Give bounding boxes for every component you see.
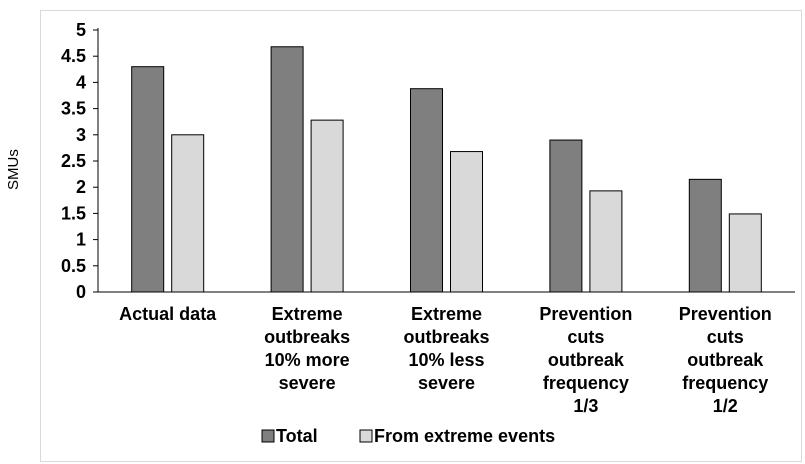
legend-swatch <box>261 429 275 443</box>
x-category-label-line: outbreaks <box>403 327 489 347</box>
x-category-label-line: severe <box>418 373 475 393</box>
x-category-label-line: Extreme <box>411 304 482 324</box>
y-tick-label: 3.5 <box>61 99 86 119</box>
bar-total <box>131 66 165 293</box>
y-tick-label: 1.5 <box>61 203 86 223</box>
x-category-label: Prevention cuts outbreak frequency 1/3 <box>539 304 632 416</box>
y-tick-label: 0.5 <box>61 256 86 276</box>
x-category-label: Extreme outbreaks 10% less severe <box>403 304 489 393</box>
x-category-label-line: severe <box>279 373 336 393</box>
x-category-label-line: outbreaks <box>264 327 350 347</box>
y-tick-label: 2 <box>76 177 86 197</box>
y-tick-label: 5 <box>76 20 86 40</box>
legend-label: Total <box>276 426 318 446</box>
x-category-label-line: cuts <box>707 327 744 347</box>
bar-from-extreme-events <box>171 134 205 293</box>
x-category-label-line: Actual data <box>119 304 217 324</box>
x-category-label-line: outbreak <box>548 350 625 370</box>
x-category-label: Prevention cuts outbreak frequency 1/2 <box>679 304 772 416</box>
bar-total <box>270 46 304 293</box>
legend-swatch <box>359 429 373 443</box>
x-category-label-line: Prevention <box>539 304 632 324</box>
x-category-label-line: Extreme <box>272 304 343 324</box>
bar-from-extreme-events <box>310 119 344 293</box>
y-tick-label: 3 <box>76 125 86 145</box>
x-category-label-line: frequency <box>543 373 629 393</box>
bar-total <box>549 139 583 293</box>
bar-total <box>410 88 443 293</box>
y-tick-label: 4 <box>76 72 86 92</box>
x-category-label-line: frequency <box>682 373 768 393</box>
x-category-label-line: Prevention <box>679 304 772 324</box>
x-category-label-line: 10% more <box>265 350 350 370</box>
x-category-label-line: outbreak <box>687 350 764 370</box>
bar-from-extreme-events <box>728 213 762 293</box>
y-tick-label: 2.5 <box>61 151 86 171</box>
x-category-label-line: cuts <box>567 327 604 347</box>
bar-from-extreme-events <box>450 151 483 293</box>
bar-total <box>688 178 722 293</box>
y-tick-label: 4.5 <box>61 46 86 66</box>
x-category-label: Extreme outbreaks 10% more severe <box>264 304 350 393</box>
x-category-label-line: 10% less <box>408 350 484 370</box>
x-category-label: Actual data <box>119 304 217 324</box>
y-tick-label: 0 <box>76 282 86 302</box>
legend-label: From extreme events <box>374 426 555 446</box>
y-tick-label: 1 <box>76 230 86 250</box>
chart-frame <box>40 10 802 462</box>
x-category-label-line: 1/3 <box>573 396 598 416</box>
x-category-label-line: 1/2 <box>713 396 738 416</box>
bar-from-extreme-events <box>589 190 623 293</box>
